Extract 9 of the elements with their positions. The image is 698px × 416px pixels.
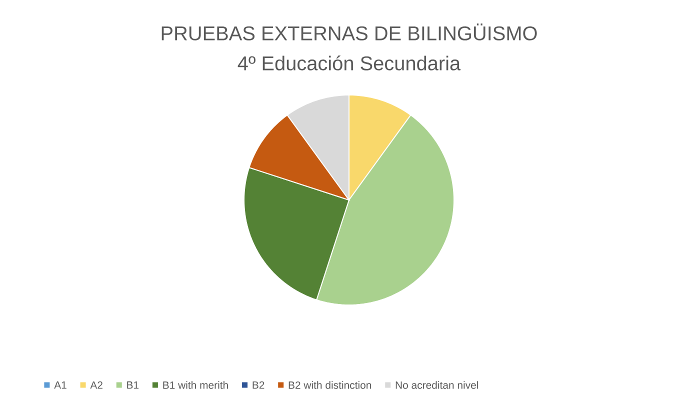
legend-label: B1 with merith [163, 381, 228, 389]
legend-label: A2 [90, 381, 102, 389]
legend-label: B2 with distinction [288, 381, 372, 389]
legend-label: B2 [252, 381, 264, 389]
legend-label: B1 [127, 381, 139, 389]
chart-title: PRUEBAS EXTERNAS DE BILINGÜISMO [162, 24, 537, 40]
chart-subtitle: 4º Educación Secundaria [238, 56, 461, 70]
legend-label: No acreditan nivel [396, 381, 478, 389]
legend-label: A1 [54, 381, 66, 389]
